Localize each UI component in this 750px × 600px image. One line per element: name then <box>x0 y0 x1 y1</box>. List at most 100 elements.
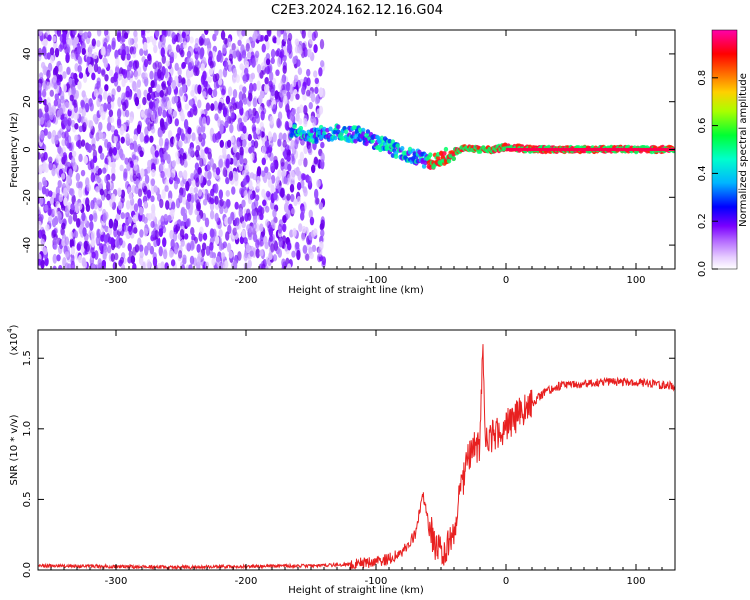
heatmap-cell <box>118 73 124 81</box>
heatmap-cell <box>255 127 261 135</box>
heatmap-cell <box>292 227 297 238</box>
heatmap-cell <box>156 83 161 93</box>
heatmap-cell <box>47 34 52 42</box>
heatmap-cell <box>121 78 126 88</box>
heatmap-cell <box>295 241 300 250</box>
heatmap-ridge-cell <box>428 152 433 158</box>
heatmap-cell <box>164 185 169 192</box>
heatmap-cell <box>151 230 156 238</box>
heatmap-cell <box>158 228 164 238</box>
heatmap-cell <box>69 231 74 240</box>
heatmap-cell <box>256 63 262 74</box>
heatmap-cell <box>230 112 235 119</box>
heatmap-cell <box>240 187 245 197</box>
snr-scale-suffix: ) <box>9 324 20 328</box>
heatmap-cell <box>96 176 102 184</box>
heatmap-cell <box>231 97 236 106</box>
heatmap-cell <box>110 125 115 133</box>
heatmap-ridge-cell <box>395 143 400 149</box>
heatmap-cell <box>140 30 146 36</box>
snr-xlabel: Height of straight line (km) <box>288 585 424 596</box>
heatmap-cell <box>53 236 58 247</box>
heatmap-cell <box>248 147 253 154</box>
heatmap-cell <box>243 131 249 141</box>
heatmap-ridge-cell <box>446 158 452 164</box>
snr-xtick-label: 0 <box>503 576 509 587</box>
heatmap-cell <box>196 256 201 265</box>
heatmap-cell <box>179 228 185 238</box>
heatmap-cell <box>196 243 201 253</box>
heatmap-cell <box>195 177 200 188</box>
heatmap-cell <box>68 77 73 85</box>
heatmap-cell <box>287 163 292 172</box>
heatmap-cell <box>282 89 287 97</box>
heatmap-cell <box>307 175 312 186</box>
heatmap-cell <box>267 148 272 158</box>
heatmap-cell <box>127 256 132 264</box>
heatmap-cell <box>80 100 86 110</box>
heatmap-cell <box>119 148 124 159</box>
heatmap-cell <box>111 161 116 169</box>
heatmap-cell <box>112 222 118 231</box>
heatmap-cell <box>66 175 71 184</box>
heatmap-cell <box>104 157 109 165</box>
heatmap-cell <box>263 84 269 93</box>
heatmap-cell <box>168 76 173 84</box>
heatmap-cell <box>277 119 283 127</box>
heatmap-cell <box>113 73 118 83</box>
heatmap-cell <box>189 36 194 44</box>
heatmap-cell <box>52 35 57 43</box>
heatmap-cell <box>259 223 264 233</box>
heatmap-cell <box>210 188 215 197</box>
heatmap-cell <box>133 203 139 212</box>
heatmap-cell <box>194 43 199 52</box>
heatmap-cell <box>315 197 320 205</box>
heatmap-cell <box>310 115 315 124</box>
snr-xtick-label: -100 <box>365 576 388 587</box>
heatmap-cell <box>282 65 287 74</box>
heatmap-cell <box>313 44 318 54</box>
heatmap-cell <box>261 170 266 178</box>
heatmap-cell <box>286 242 292 251</box>
heatmap-cell <box>113 134 118 144</box>
heatmap-cell <box>255 114 260 124</box>
heatmap-cell <box>226 37 232 48</box>
heatmap-cell <box>225 113 230 123</box>
heatmap-cell <box>182 41 188 49</box>
heatmap-cell <box>146 189 152 199</box>
heatmap-cell <box>92 113 98 123</box>
heatmap-ridge-cell <box>451 156 456 162</box>
heatmap-cell <box>243 190 248 201</box>
heatmap-cell <box>139 229 144 238</box>
heatmap-cell <box>187 127 192 135</box>
heatmap-cell <box>47 131 52 140</box>
heatmap-cell <box>158 246 163 257</box>
heatmap-cell <box>319 38 325 50</box>
heatmap-cell <box>108 147 114 155</box>
heatmap-cell <box>303 47 308 58</box>
heatmap-cell <box>63 187 68 198</box>
heatmap-cell <box>241 229 246 238</box>
heatmap-cell <box>56 30 62 37</box>
heatmap-cell <box>222 241 228 249</box>
heatmap-cell <box>272 132 277 143</box>
heatmap-cell <box>127 186 132 194</box>
heatmap-cell <box>99 105 104 117</box>
heatmap-cell <box>96 77 101 85</box>
heatmap-cell <box>318 105 324 115</box>
heatmap-cell <box>82 227 87 237</box>
heatmap-cell <box>178 170 183 178</box>
heatmap-cell <box>67 117 72 127</box>
heatmap-cell <box>170 259 176 267</box>
heatmap-cell <box>296 249 301 261</box>
heatmap-cell <box>57 180 62 188</box>
heatmap-cell <box>139 150 144 158</box>
snr-ytick-label: 0.5 <box>22 491 33 507</box>
heatmap-cell <box>154 157 159 165</box>
heatmap-cell <box>297 170 302 182</box>
heatmap-cell <box>220 30 226 41</box>
heatmap-cell <box>104 74 109 82</box>
heatmap-cell <box>199 256 205 267</box>
heatmap-cell <box>269 140 274 148</box>
heatmap-cell <box>137 188 143 197</box>
